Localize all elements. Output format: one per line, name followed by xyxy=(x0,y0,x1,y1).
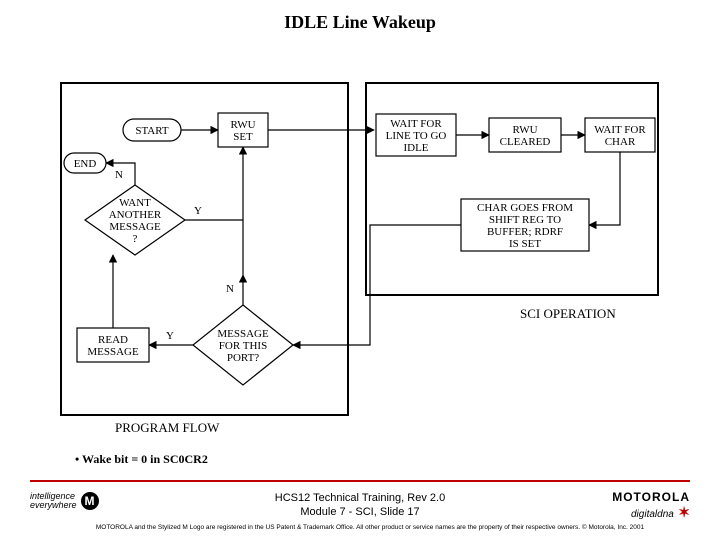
logo-right-bottom: digitaldna xyxy=(631,509,674,520)
logo-motorola-digitaldna: MOTOROLA digitaldna ✶ xyxy=(612,490,690,522)
panel-sci-operation xyxy=(365,82,659,296)
slide: IDLE Line Wakeup PROGRAM FLOW SCI OPERAT… xyxy=(0,0,720,540)
bullet-text: Wake bit = 0 in SC0CR2 xyxy=(82,452,208,466)
slide-title: IDLE Line Wakeup xyxy=(0,12,720,33)
logo-right-top: MOTOROLA xyxy=(612,490,690,504)
star-icon: ✶ xyxy=(678,504,690,520)
panel-program-flow xyxy=(60,82,349,416)
logo-right-bottom-row: digitaldna ✶ xyxy=(612,504,690,522)
bullet-wakebit: • Wake bit = 0 in SC0CR2 xyxy=(75,452,208,467)
footer-legal: MOTOROLA and the Stylized M Logo are reg… xyxy=(60,524,680,531)
panel-label-left: PROGRAM FLOW xyxy=(115,420,219,436)
panel-label-right: SCI OPERATION xyxy=(520,306,616,322)
divider-rule xyxy=(30,480,690,482)
